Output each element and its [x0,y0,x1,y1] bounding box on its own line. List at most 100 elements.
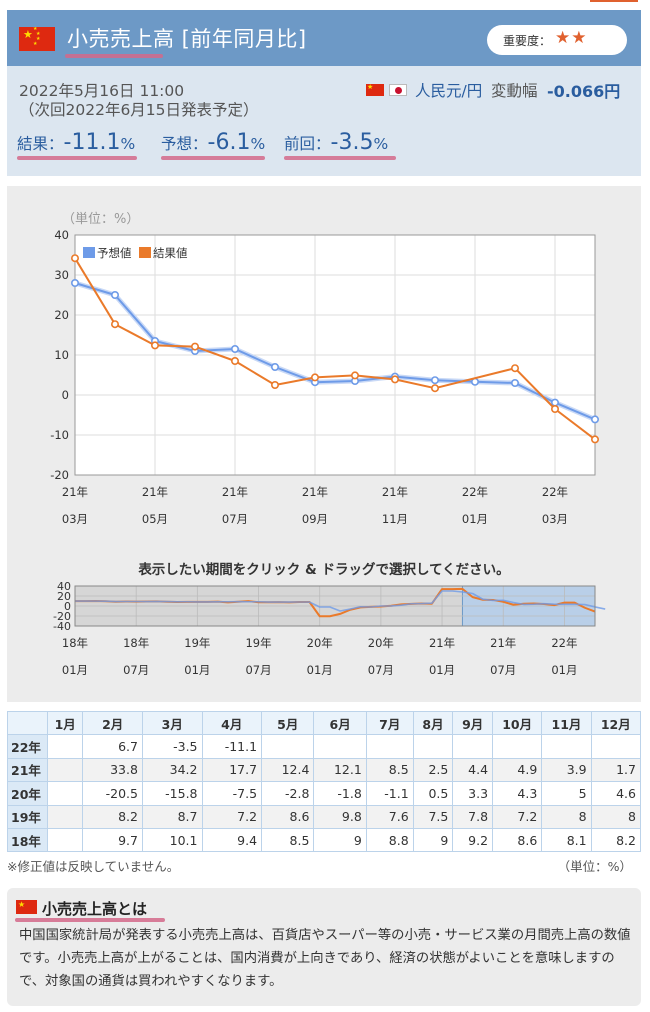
table-value-cell [261,734,315,759]
navigator-x-tick-month-label: 07月 [123,663,149,677]
main-line-chart[interactable]: 40 30 20 10 0 -10 -20 21年 03月 21年 05月 21年 07月 21年 09月 2… [7,186,641,536]
result-point [151,341,160,350]
result-point [590,435,599,444]
description-box: ★ 小売売上高とは 中国国家統計局が発表する小売売上高は、百貨店やスーパー等の小… [7,888,641,1006]
forecast-label: 予想： [161,135,208,153]
x-tick-year-label: 21年 [62,485,88,499]
table-value-cell: 4.3 [492,781,543,806]
table-value-cell [452,734,494,759]
table-month-header: 8月 [412,710,454,736]
previous-stat: 前回：-3.5% [284,130,388,155]
navigator-x-tick-year-label: 20年 [307,636,333,650]
table-value-cell: 33.8 [82,757,143,783]
table-value-cell: 9.2 [452,827,494,853]
table-month-header: 9月 [452,710,494,736]
table-month-header: 1月 [46,710,84,736]
table-year-cell: 20年 [7,781,48,806]
table-value-cell [313,734,367,759]
table-value-cell: 9.7 [82,827,143,853]
table-month-header: 2月 [82,710,143,736]
table-value-cell: 3.3 [452,781,494,806]
forecast-point [111,291,120,300]
result-point [310,373,319,382]
result-point [71,254,80,263]
table-value-cell: 8 [541,804,592,829]
table-value-cell: 8.6 [492,827,543,853]
table-row: 19年 8.2 8.7 7.2 8.6 9.8 7.6 7.5 7.8 7.2 8 8 [7,804,642,829]
y-tick-label: 40 [54,228,69,242]
result-underline [17,156,137,160]
table-value-cell: 8.2 [590,827,642,853]
table-value-cell: 17.7 [201,757,263,783]
table-value-cell: 8.2 [82,804,143,829]
table-value-cell: 8.5 [365,757,414,783]
revision-note: ※修正値は反映していません。 [7,859,180,874]
change-value: -0.066円 [547,82,621,101]
release-datetime: 2022年5月16日 11:00 [19,82,185,100]
navigator-y-tick-label: -20 [53,610,71,623]
description-underline [15,918,165,922]
table-value-cell [492,734,543,759]
table-value-cell: 7.5 [412,804,454,829]
table-value-cell: -15.8 [141,781,203,806]
importance-stars-icon: ★★ [555,28,588,48]
table-value-cell [46,804,84,829]
table-month-header: 10月 [492,710,543,736]
x-tick-year-label: 21年 [222,485,248,499]
description-body: 中国国家統計局が発表する小売売上高は、百貨店やスーパー等の小売・サービス業の月間… [19,928,631,989]
table-value-cell: 7.6 [365,804,414,829]
navigator-instruction: 表示したい期間をクリック & ドラッグで選択してください。 [138,562,510,578]
y-tick-label: 20 [54,308,69,322]
monthly-data-table: 1月 2月 3月 4月 5月 6月 7月 8月 9月 10月 11月 12月 22年 6.7 -3.5 -1… [7,710,642,853]
result-point [510,364,519,373]
table-value-cell: 8.1 [541,827,592,853]
result-point [350,371,359,380]
table-value-cell [46,781,84,806]
table-value-cell: 7.8 [452,804,494,829]
table-value-cell: -1.1 [365,781,414,806]
table-value-cell: 9 [412,827,454,853]
page-title: 小売売上高 [前年同月比] [67,27,307,51]
navigator-x-tick-month-label: 01月 [184,663,210,677]
top-accent-line [590,0,638,2]
x-tick-month-label: 03月 [62,512,88,526]
x-tick-month-label: 07月 [222,512,248,526]
table-value-cell [46,734,84,759]
table-month-header: 12月 [590,710,642,736]
forecast-point [430,376,439,385]
result-stat: 結果：-11.1% [17,130,135,155]
table-header-row: 1月 2月 3月 4月 5月 6月 7月 8月 9月 10月 11月 12月 [7,710,642,736]
table-value-cell: 5 [541,781,592,806]
change-label: 変動幅 [491,82,538,100]
table-year-cell: 18年 [7,827,48,853]
navigator-x-tick-year-label: 22年 [551,636,577,650]
table-value-cell: 9.4 [201,827,263,853]
result-point [191,342,200,351]
table-row: 18年 9.7 10.1 9.4 8.5 9 8.8 9 9.2 8.6 8.1 8.2 [7,827,642,853]
table-value-cell: 2.5 [412,757,454,783]
table-value-cell: 7.2 [492,804,543,829]
forecast-point [550,398,559,407]
navigator-x-tick-month-label: 07月 [490,663,516,677]
navigator-x-tick-month-label: 01月 [307,663,333,677]
table-value-cell: 34.2 [141,757,203,783]
navigator-x-tick-year-label: 18年 [62,636,88,650]
table-value-cell: -20.5 [82,781,143,806]
result-value: -11.1 [63,130,121,155]
forecast-unit: % [250,135,266,153]
description-title: 小売売上高とは [42,900,148,918]
forecast-point [231,345,240,354]
navigator-x-tick-month-label: 01月 [62,663,88,677]
navigator-y-tick-label: 0 [64,600,71,613]
navigator-border [74,585,596,627]
legend-result-label: 結果値 [153,246,188,260]
result-point [270,381,279,390]
result-point [231,357,240,366]
navigator-x-tick-year-label: 19年 [184,636,210,650]
navigator-x-tick-month-label: 07月 [245,663,271,677]
x-tick-year-label: 21年 [302,485,328,499]
forecast-point [270,363,279,372]
x-tick-month-label: 11月 [382,512,408,526]
table-month-header: 4月 [201,710,263,736]
